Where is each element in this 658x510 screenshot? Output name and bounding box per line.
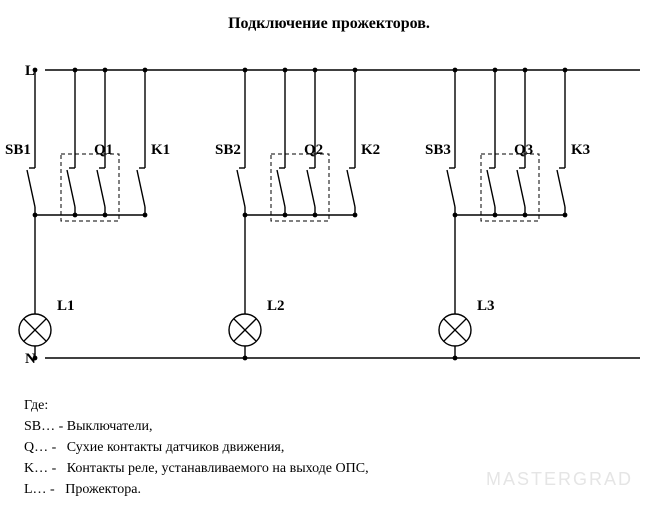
- svg-text:SB1: SB1: [5, 142, 31, 158]
- svg-text:K3: K3: [571, 142, 590, 158]
- legend-item: L… - Прожектора.: [24, 479, 369, 500]
- diagram-title: Подключение прожекторов.: [0, 15, 658, 33]
- legend-item: Q… - Сухие контакты датчиков движения,: [24, 437, 369, 458]
- legend: Где: SB… - Выключатели, Q… - Сухие конта…: [24, 395, 369, 500]
- svg-text:SB2: SB2: [215, 142, 241, 158]
- watermark: MASTERGRAD: [486, 469, 633, 490]
- svg-text:SB3: SB3: [425, 142, 451, 158]
- svg-text:K2: K2: [361, 142, 380, 158]
- legend-item: K… - Контакты реле, устанавливаемого на …: [24, 458, 369, 479]
- svg-text:K1: K1: [151, 142, 170, 158]
- legend-item: SB… - Выключатели,: [24, 416, 369, 437]
- svg-text:Q3: Q3: [514, 142, 533, 158]
- svg-text:Q2: Q2: [304, 142, 323, 158]
- svg-text:L3: L3: [477, 298, 495, 314]
- svg-text:L1: L1: [57, 298, 75, 314]
- svg-text:L2: L2: [267, 298, 285, 314]
- svg-text:Q1: Q1: [94, 142, 113, 158]
- circuit-diagram: LNSB1Q1K1L1SB2Q2K2L2SB3Q3K3L3: [0, 40, 658, 380]
- legend-header: Где:: [24, 395, 369, 416]
